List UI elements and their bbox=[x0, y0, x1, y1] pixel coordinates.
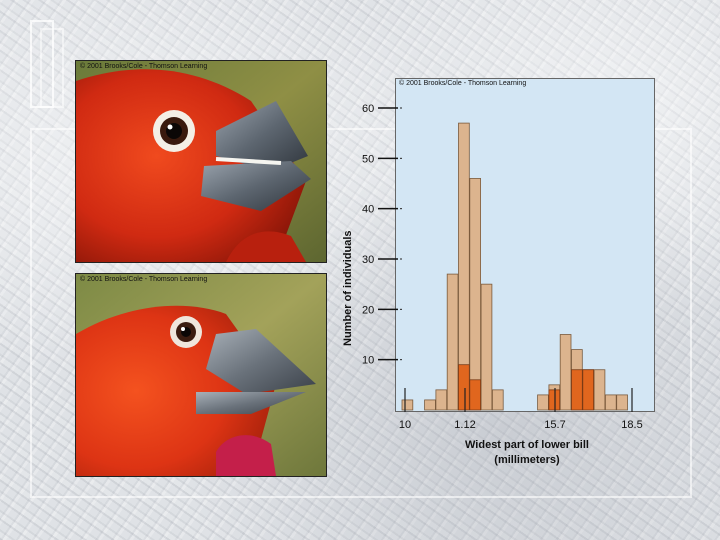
histogram-bar bbox=[480, 283, 493, 411]
histogram-bar-highlight bbox=[548, 389, 561, 411]
histogram-bar-highlight bbox=[571, 369, 583, 411]
x-axis-label: Widest part of lower bill (millimeters) bbox=[428, 438, 626, 468]
histogram-bar-highlight bbox=[582, 369, 594, 411]
histogram-bar bbox=[593, 369, 606, 411]
histogram-bar bbox=[469, 178, 481, 411]
x-axis-tick-label: 15.7 bbox=[544, 419, 565, 431]
photo-copyright: © 2001 Brooks/Cole - Thomson Learning bbox=[80, 63, 208, 70]
photo-copyright: © 2001 Brooks/Cole - Thomson Learning bbox=[80, 276, 208, 283]
histogram-panel bbox=[395, 78, 655, 412]
y-axis-tick-label: 20 bbox=[362, 304, 374, 316]
finch-illustration-large-bill bbox=[76, 61, 326, 262]
x-axis-tick-label: 10 bbox=[399, 419, 411, 431]
histogram-bar bbox=[424, 399, 436, 411]
y-axis-tick-label: 10 bbox=[362, 355, 374, 367]
decorative-frame-line bbox=[40, 28, 64, 108]
histogram-bar bbox=[537, 394, 549, 411]
finch-illustration-small-bill bbox=[76, 274, 326, 476]
histogram-bar bbox=[435, 389, 448, 411]
histogram-bar-highlight bbox=[458, 364, 470, 411]
x-axis-tick-label: 18.5 bbox=[621, 419, 642, 431]
decorative-frame-line bbox=[30, 128, 692, 498]
chart-copyright: © 2001 Brooks/Cole - Thomson Learning bbox=[399, 80, 527, 87]
y-axis-tick-label: 40 bbox=[362, 204, 374, 216]
y-axis-tick-label: 30 bbox=[362, 254, 374, 266]
histogram-bar bbox=[616, 394, 628, 411]
y-axis-tick-label: 50 bbox=[362, 153, 374, 165]
x-axis-label-line: Widest part of lower bill bbox=[465, 439, 589, 451]
y-axis-tick-label: 60 bbox=[362, 103, 374, 115]
histogram-bar bbox=[446, 273, 459, 411]
histogram-bar bbox=[491, 389, 504, 411]
histogram-bar bbox=[559, 334, 572, 411]
finch-photo-small-bill: © 2001 Brooks/Cole - Thomson Learning bbox=[75, 273, 327, 477]
histogram-bar bbox=[401, 399, 414, 411]
x-axis-tick-label: 1.12 bbox=[454, 419, 475, 431]
histogram-bar bbox=[605, 394, 617, 411]
histogram-bar-highlight bbox=[469, 379, 481, 411]
x-axis-label-line: (millimeters) bbox=[494, 454, 560, 466]
y-axis-label: Number of individuals bbox=[342, 230, 354, 346]
finch-photo-large-bill: © 2001 Brooks/Cole - Thomson Learning bbox=[75, 60, 327, 263]
